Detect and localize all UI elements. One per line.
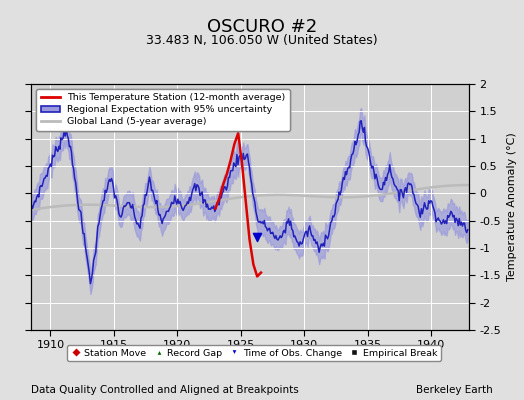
Text: 33.483 N, 106.050 W (United States): 33.483 N, 106.050 W (United States) <box>146 34 378 47</box>
Text: Data Quality Controlled and Aligned at Breakpoints: Data Quality Controlled and Aligned at B… <box>31 385 299 395</box>
Point <box>253 234 261 240</box>
Text: Berkeley Earth: Berkeley Earth <box>416 385 493 395</box>
Y-axis label: Temperature Anomaly (°C): Temperature Anomaly (°C) <box>507 133 517 281</box>
Legend: This Temperature Station (12-month average), Regional Expectation with 95% uncer: This Temperature Station (12-month avera… <box>36 89 290 131</box>
Legend: Station Move, Record Gap, Time of Obs. Change, Empirical Break: Station Move, Record Gap, Time of Obs. C… <box>67 345 441 361</box>
Text: OSCURO #2: OSCURO #2 <box>207 18 317 36</box>
